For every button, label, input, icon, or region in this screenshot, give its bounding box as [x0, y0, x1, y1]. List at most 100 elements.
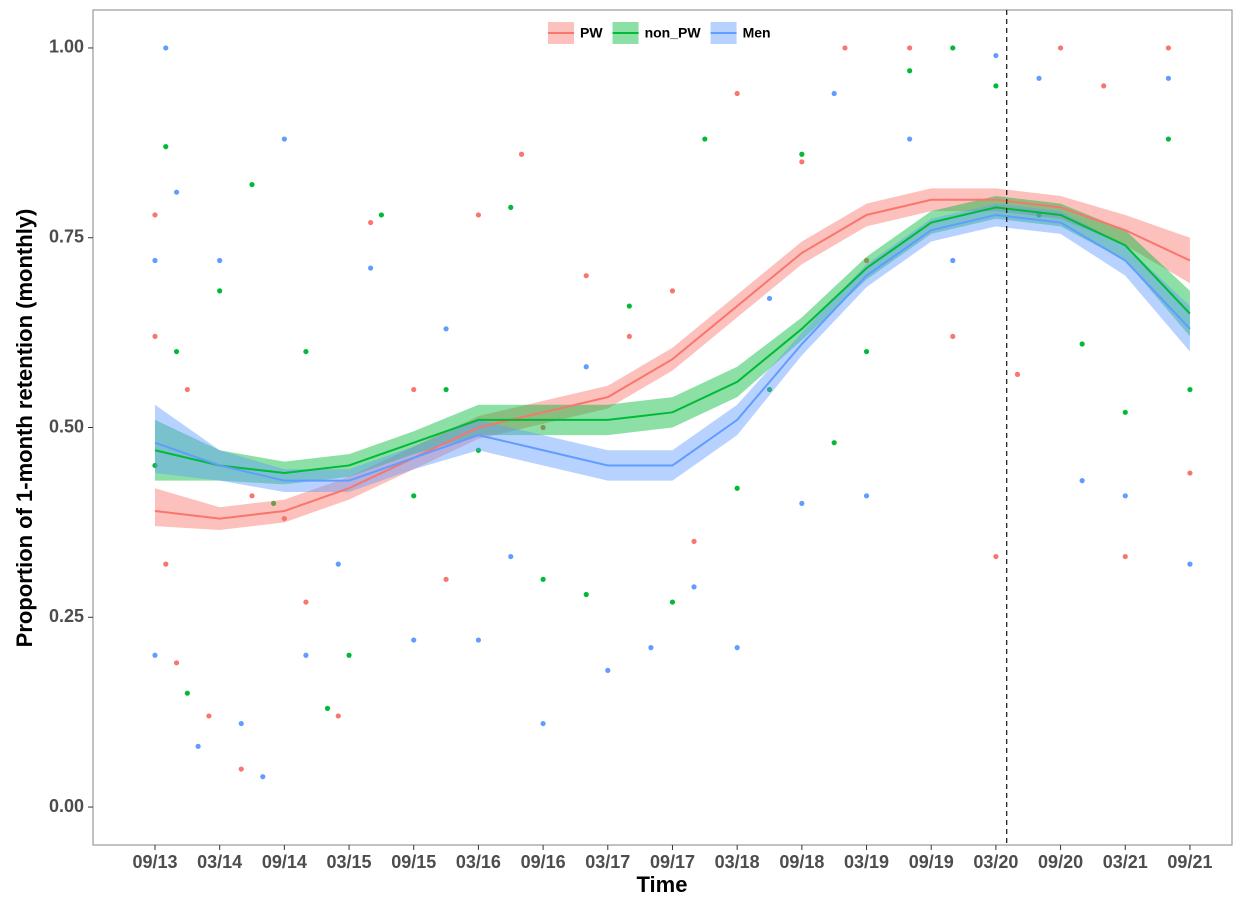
trend-line — [154, 206, 1191, 475]
data-point — [163, 144, 169, 150]
data-point — [863, 348, 870, 355]
data-point — [950, 333, 956, 340]
data-point — [195, 743, 201, 749]
trend-line — [154, 198, 1191, 520]
y-tick-label: 0.50 — [49, 416, 84, 436]
data-point — [368, 265, 374, 271]
data-point — [475, 212, 482, 218]
data-point — [303, 348, 309, 355]
data-point — [1187, 561, 1193, 567]
data-point — [540, 720, 546, 727]
data-point — [1101, 83, 1107, 89]
y-tick-label: 1.00 — [49, 37, 84, 57]
data-point — [583, 273, 589, 279]
data-point — [217, 257, 223, 264]
data-point — [907, 68, 913, 74]
x-tick-label: 03/16 — [456, 852, 501, 872]
data-point — [238, 766, 244, 772]
x-tick-label: 09/18 — [779, 852, 824, 872]
data-point — [1036, 212, 1042, 218]
data-point — [152, 333, 158, 340]
x-tick-label: 09/16 — [521, 852, 566, 872]
data-point — [173, 348, 180, 355]
data-point — [475, 447, 482, 453]
x-tick-label: 03/20 — [973, 852, 1018, 872]
data-point — [184, 386, 190, 393]
data-point — [907, 136, 913, 142]
data-point — [1079, 341, 1085, 347]
x-tick-label: 09/14 — [262, 852, 307, 872]
data-point — [152, 462, 158, 469]
data-point — [842, 45, 848, 51]
data-point — [163, 561, 169, 567]
data-point — [303, 599, 309, 605]
x-tick-label: 09/13 — [132, 852, 177, 872]
x-tick-label: 09/21 — [1167, 852, 1212, 872]
data-point — [583, 364, 589, 370]
data-point — [163, 45, 169, 51]
data-point — [831, 90, 837, 97]
data-point — [411, 493, 417, 499]
data-point — [378, 212, 384, 218]
data-point — [734, 645, 740, 651]
data-point — [691, 538, 697, 544]
x-axis-title: Time — [637, 872, 688, 897]
data-point — [443, 326, 449, 332]
data-point — [260, 774, 266, 780]
data-point — [281, 515, 287, 522]
x-tick-label: 09/15 — [391, 852, 436, 872]
data-point — [1079, 478, 1085, 484]
data-point — [1187, 470, 1193, 476]
data-point — [508, 553, 514, 560]
confidence-band — [154, 195, 1190, 485]
trend-line — [154, 213, 1191, 482]
y-axis-title: Proportion of 1-month retention (monthly… — [12, 209, 37, 648]
data-point — [950, 257, 956, 264]
data-point — [1165, 75, 1171, 81]
data-point — [443, 576, 449, 582]
data-point — [249, 493, 255, 499]
data-point — [993, 52, 999, 59]
x-tick-label: 03/19 — [844, 852, 889, 872]
data-point — [1014, 371, 1021, 377]
data-point — [766, 295, 773, 302]
data-point — [270, 500, 277, 507]
data-point — [303, 652, 309, 658]
data-point — [281, 136, 287, 142]
confidence-band — [154, 203, 1190, 493]
data-point — [217, 288, 223, 294]
legend-label: Men — [743, 25, 771, 41]
data-point — [1122, 493, 1128, 499]
x-tick-label: 09/20 — [1038, 852, 1083, 872]
data-point — [734, 485, 740, 491]
legend-label: non_PW — [645, 25, 702, 41]
data-point — [648, 645, 654, 651]
data-point — [206, 713, 212, 719]
x-tick-label: 03/21 — [1103, 852, 1148, 872]
data-point — [173, 189, 180, 195]
data-point — [1057, 45, 1064, 51]
data-point — [799, 500, 805, 507]
legend-label: PW — [580, 25, 603, 41]
data-point — [799, 159, 805, 165]
data-point — [907, 45, 913, 51]
data-point — [540, 576, 546, 582]
data-point — [702, 136, 708, 142]
data-point — [184, 690, 190, 696]
data-point — [863, 257, 870, 264]
data-point — [346, 652, 352, 658]
data-point — [368, 219, 374, 226]
data-point — [324, 705, 331, 711]
data-point — [863, 493, 870, 499]
data-point — [518, 151, 525, 157]
data-point — [411, 386, 417, 393]
data-point — [734, 90, 740, 97]
data-point — [335, 561, 341, 567]
data-point — [249, 181, 255, 188]
x-tick-label: 03/14 — [197, 852, 242, 872]
data-point — [1122, 553, 1128, 560]
data-point — [238, 720, 244, 727]
data-point — [583, 591, 589, 598]
data-point — [691, 584, 697, 590]
